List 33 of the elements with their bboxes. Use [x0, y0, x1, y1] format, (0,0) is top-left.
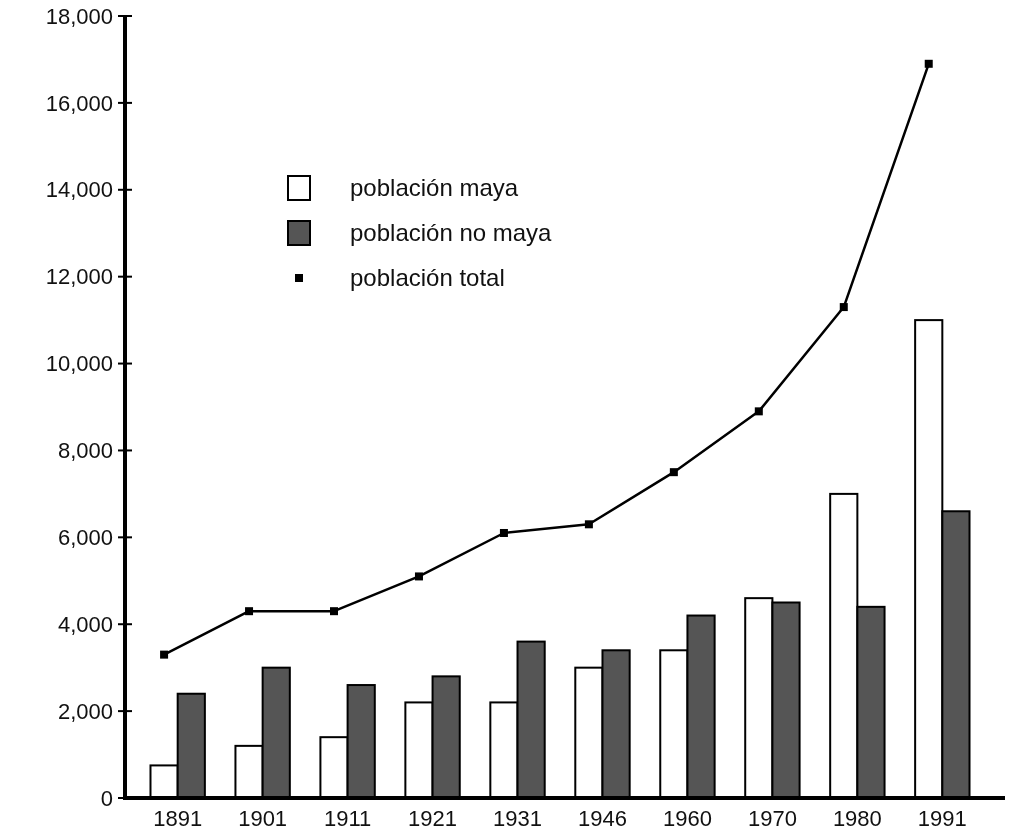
point: [754, 407, 763, 416]
legend-label: población no maya: [350, 219, 553, 247]
point: [669, 468, 678, 477]
x-tick-label: 1911: [323, 806, 372, 831]
y-tick-label: 2,000: [57, 698, 113, 724]
point: [330, 607, 338, 616]
y-tick-label: 10,000: [45, 351, 113, 377]
x-tick-label: 1970: [747, 806, 797, 831]
x-tick-label: 1991: [917, 806, 967, 831]
point: [160, 650, 169, 659]
y-tick-label: 4,000: [57, 611, 113, 637]
x-tick-label: 1960: [662, 806, 712, 831]
x-tick-label: 1891: [153, 806, 203, 831]
x-tick-label: 1901: [238, 806, 288, 831]
y-tick-label: 0: [100, 785, 113, 811]
x-tick-label: 1980: [832, 806, 882, 831]
y-tick-label: 16,000: [45, 90, 113, 116]
x-tick-label: 1946: [578, 806, 627, 831]
x-tick-label: 1921: [408, 806, 458, 831]
point: [245, 607, 254, 616]
y-tick-label: 12,000: [45, 264, 113, 290]
legend-label: población total: [350, 264, 505, 292]
y-tick-label: 18,000: [45, 3, 113, 29]
point: [839, 303, 848, 312]
point: [414, 572, 423, 581]
y-tick-label: 6,000: [57, 525, 113, 551]
y-tick-label: 14,000: [45, 177, 113, 203]
point: [584, 520, 593, 529]
point: [924, 59, 933, 68]
y-tick-label: 8,000: [57, 438, 113, 464]
x-tick-label: 1931: [493, 806, 542, 831]
point: [499, 528, 508, 537]
legend-label: población maya: [350, 174, 519, 202]
